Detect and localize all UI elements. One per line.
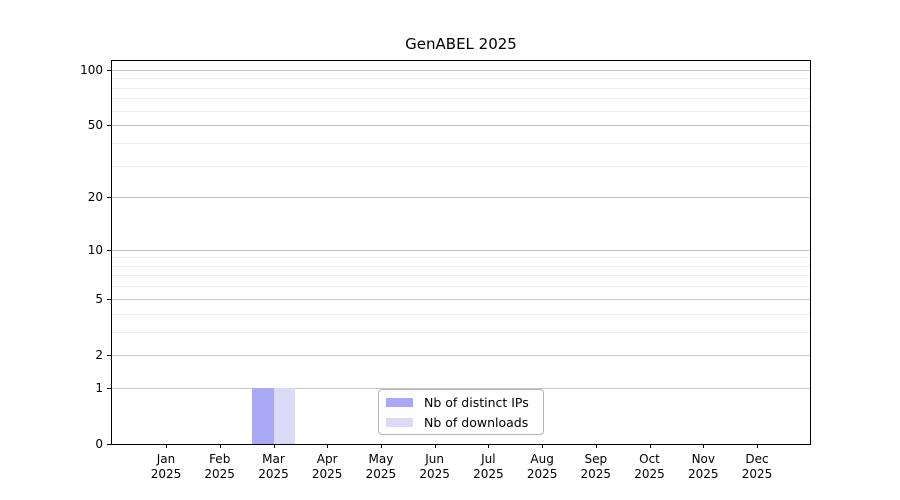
x-tick-mark	[649, 444, 651, 448]
legend: Nb of distinct IPs Nb of downloads	[378, 389, 544, 435]
x-tick-mark	[488, 444, 490, 448]
x-tick-mark	[166, 444, 167, 448]
x-tick-mark	[757, 444, 758, 448]
plot-frame	[111, 60, 811, 445]
x-tick-label: Jan 2025	[150, 452, 182, 481]
minor-gridline	[112, 275, 810, 277]
x-tick-label: Jul 2025	[473, 452, 504, 481]
minor-gridline	[112, 265, 810, 267]
y-tick-mark	[107, 249, 111, 251]
y-tick-label: 5	[95, 291, 103, 306]
minor-gridline	[112, 257, 810, 259]
major-gridline	[112, 298, 810, 300]
legend-label-distinct-ips: Nb of distinct IPs	[424, 394, 529, 410]
y-tick-mark	[107, 125, 111, 127]
y-tick-label: 10	[87, 242, 103, 257]
x-tick-label: Feb 2025	[204, 452, 235, 481]
x-tick-mark	[434, 444, 436, 448]
minor-gridline	[112, 142, 810, 144]
x-tick-mark	[542, 444, 544, 448]
y-tick-label: 50	[87, 118, 103, 133]
major-gridline	[112, 249, 810, 251]
chart-title: GenABEL 2025	[405, 35, 517, 53]
legend-item-downloads: Nb of downloads	[379, 414, 543, 431]
y-tick-mark	[107, 69, 111, 71]
minor-gridline	[112, 331, 810, 333]
legend-swatch-downloads	[386, 417, 413, 427]
y-tick-label: 20	[87, 190, 103, 205]
major-gridline	[112, 354, 810, 356]
y-tick-mark	[107, 444, 111, 445]
minor-gridline	[112, 313, 810, 315]
legend-item-distinct-ips: Nb of distinct IPs	[379, 394, 543, 411]
y-tick-mark	[107, 197, 111, 199]
x-tick-label: Apr 2025	[311, 452, 343, 481]
x-tick-mark	[273, 444, 275, 448]
x-tick-label: Oct 2025	[634, 452, 665, 481]
x-tick-label: Mar 2025	[258, 452, 289, 481]
bar-nb-of-downloads	[273, 387, 295, 444]
y-tick-label: 0	[95, 437, 103, 451]
y-tick-mark	[107, 354, 111, 356]
x-tick-mark	[327, 444, 329, 448]
y-tick-label: 2	[95, 347, 103, 362]
x-tick-label: Sep 2025	[580, 452, 612, 481]
minor-gridline	[112, 110, 810, 112]
x-tick-label: May 2025	[365, 452, 397, 481]
legend-label-downloads: Nb of downloads	[424, 414, 529, 430]
x-tick-label: Nov 2025	[688, 452, 719, 481]
major-gridline	[112, 197, 810, 199]
minor-gridline	[112, 165, 810, 167]
y-tick-label: 1	[95, 380, 103, 395]
legend-swatch-distinct-ips	[386, 397, 413, 407]
y-tick-label: 100	[80, 62, 103, 77]
minor-gridline	[112, 98, 810, 100]
x-tick-label: Dec 2025	[741, 452, 773, 481]
bar-nb-of-distinct-ips	[252, 387, 274, 444]
x-tick-mark	[380, 444, 382, 448]
y-tick-mark	[107, 387, 111, 389]
minor-gridline	[112, 286, 810, 288]
x-tick-mark	[219, 444, 221, 448]
minor-gridline	[112, 87, 810, 89]
x-tick-mark	[703, 444, 705, 448]
major-gridline	[112, 69, 810, 71]
x-tick-mark	[595, 444, 597, 448]
y-tick-mark	[107, 298, 111, 300]
x-tick-label: Aug 2025	[526, 452, 558, 481]
x-tick-label: Jun 2025	[419, 452, 450, 481]
major-gridline	[112, 125, 810, 127]
minor-gridline	[112, 78, 810, 80]
